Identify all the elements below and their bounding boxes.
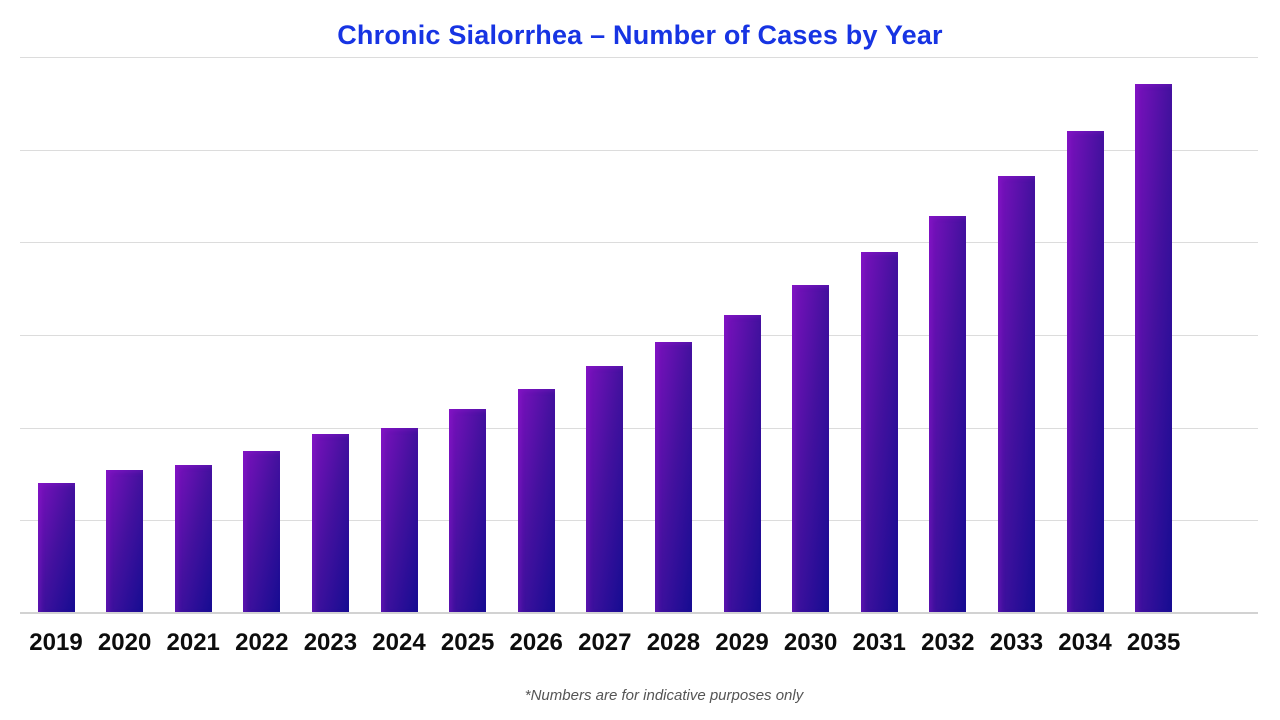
- x-axis-label: 2030: [783, 629, 838, 656]
- bar-2033: [997, 176, 1035, 612]
- x-axis-label: 2021: [166, 629, 220, 656]
- bar-2031: [860, 252, 898, 612]
- footnote: *Numbers are for indicative purposes onl…: [524, 687, 804, 704]
- x-axis-label: 2034: [1058, 629, 1112, 656]
- bar-2029: [723, 315, 761, 612]
- bar-2023: [311, 434, 349, 612]
- gridline: [20, 242, 1258, 244]
- x-axis-label: 2033: [989, 629, 1044, 656]
- x-axis-label: 2032: [921, 629, 975, 656]
- plot-area: [20, 57, 1258, 614]
- bar-2035: [1135, 83, 1173, 612]
- bar-2034: [1066, 131, 1104, 612]
- x-axis-label: 2019: [29, 629, 83, 656]
- bar-2028: [654, 341, 692, 612]
- x-axis-label: 2023: [303, 629, 358, 656]
- x-axis-label: 2025: [440, 629, 495, 656]
- x-axis-label: 2029: [715, 629, 769, 656]
- bar-2027: [586, 366, 624, 612]
- bar-2025: [449, 409, 487, 612]
- x-axis-labels: 2019 2020 2021 2022 2023 2024 2025 2026 2027 2028…: [20, 629, 1258, 661]
- gridline: [20, 335, 1258, 336]
- bar-2030: [792, 285, 830, 612]
- bar-2026: [517, 389, 555, 612]
- bar-2021: [174, 465, 212, 612]
- gridline: [20, 149, 1258, 151]
- bar-2020: [106, 470, 144, 612]
- bar-2019: [37, 483, 75, 612]
- x-axis-label: 2026: [509, 629, 563, 656]
- bar-2022: [243, 450, 281, 612]
- x-axis-label: 2022: [235, 629, 289, 656]
- x-axis-label: 2024: [372, 629, 426, 656]
- gridline: [20, 427, 1258, 429]
- bar-2032: [929, 216, 967, 612]
- x-axis-label: 2020: [97, 629, 152, 656]
- x-axis-label: 2027: [578, 629, 632, 656]
- x-axis-label: 2028: [646, 629, 701, 656]
- chart-title: Chronic Sialorrhea – Number of Cases by …: [337, 20, 943, 50]
- bar-2024: [380, 427, 418, 612]
- gridline: [20, 57, 1258, 58]
- x-axis-baseline: [20, 612, 1258, 614]
- gridline: [20, 520, 1258, 522]
- x-axis-label: 2031: [852, 629, 906, 656]
- x-axis-label: 2035: [1126, 629, 1181, 656]
